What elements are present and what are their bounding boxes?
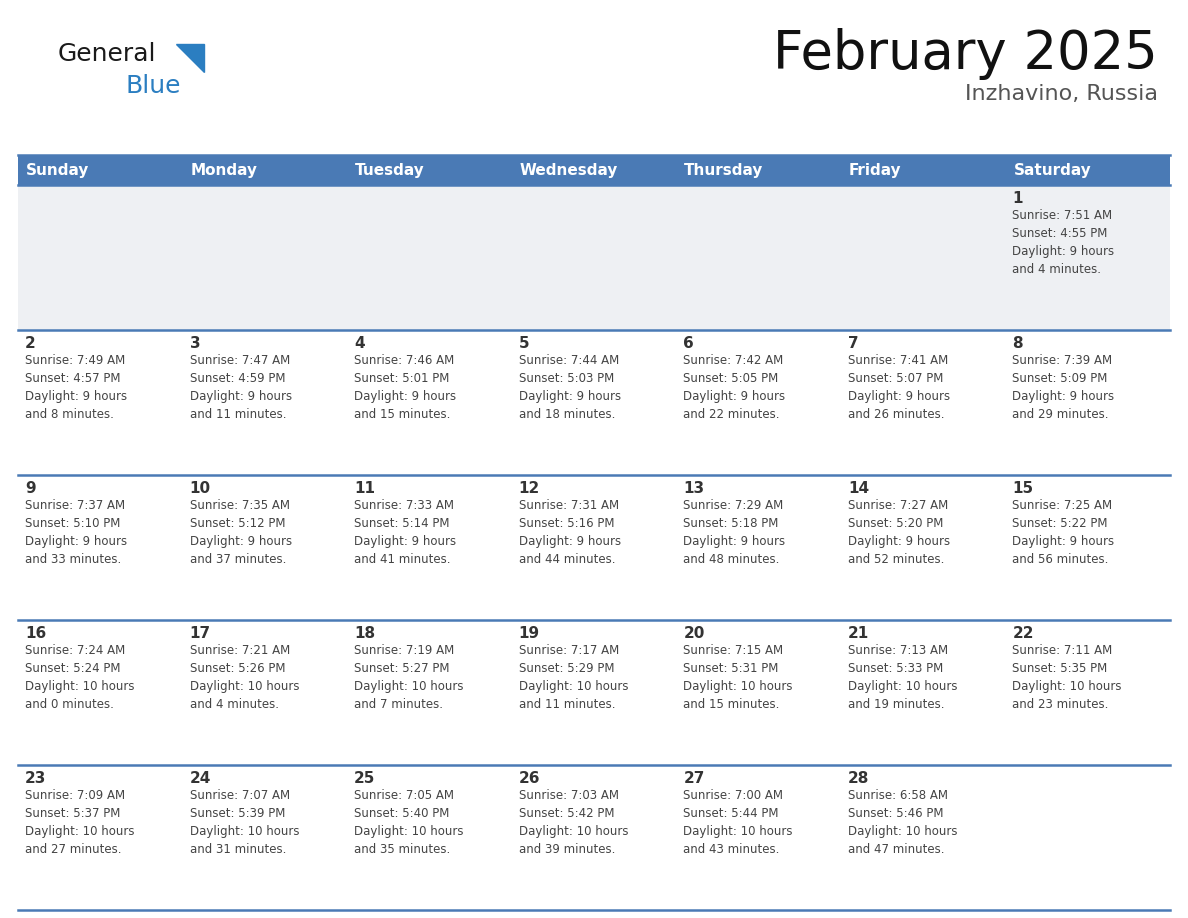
Bar (18, 155, 1170, 185)
Text: 9: 9 (25, 481, 36, 496)
Text: Blue: Blue (126, 74, 182, 98)
Text: 27: 27 (683, 771, 704, 786)
Polygon shape (176, 44, 204, 72)
Text: 7: 7 (848, 336, 859, 351)
Text: Sunrise: 7:35 AM
Sunset: 5:12 PM
Daylight: 9 hours
and 37 minutes.: Sunrise: 7:35 AM Sunset: 5:12 PM Dayligh… (190, 499, 292, 566)
Text: Sunrise: 7:37 AM
Sunset: 5:10 PM
Daylight: 9 hours
and 33 minutes.: Sunrise: 7:37 AM Sunset: 5:10 PM Dayligh… (25, 499, 127, 566)
Text: 24: 24 (190, 771, 211, 786)
Text: 1: 1 (1012, 191, 1023, 206)
Text: Sunrise: 7:21 AM
Sunset: 5:26 PM
Daylight: 10 hours
and 4 minutes.: Sunrise: 7:21 AM Sunset: 5:26 PM Dayligh… (190, 644, 299, 711)
Bar (18, 765, 1170, 910)
Text: Sunday: Sunday (26, 162, 89, 177)
Text: 28: 28 (848, 771, 870, 786)
Text: Sunrise: 7:51 AM
Sunset: 4:55 PM
Daylight: 9 hours
and 4 minutes.: Sunrise: 7:51 AM Sunset: 4:55 PM Dayligh… (1012, 209, 1114, 276)
Text: Sunrise: 7:25 AM
Sunset: 5:22 PM
Daylight: 9 hours
and 56 minutes.: Sunrise: 7:25 AM Sunset: 5:22 PM Dayligh… (1012, 499, 1114, 566)
Text: Sunrise: 7:15 AM
Sunset: 5:31 PM
Daylight: 10 hours
and 15 minutes.: Sunrise: 7:15 AM Sunset: 5:31 PM Dayligh… (683, 644, 792, 711)
Text: Sunrise: 7:24 AM
Sunset: 5:24 PM
Daylight: 10 hours
and 0 minutes.: Sunrise: 7:24 AM Sunset: 5:24 PM Dayligh… (25, 644, 134, 711)
Bar (18, 185, 1170, 330)
Text: Thursday: Thursday (684, 162, 764, 177)
Text: Sunrise: 7:47 AM
Sunset: 4:59 PM
Daylight: 9 hours
and 11 minutes.: Sunrise: 7:47 AM Sunset: 4:59 PM Dayligh… (190, 354, 292, 421)
Text: Sunrise: 7:17 AM
Sunset: 5:29 PM
Daylight: 10 hours
and 11 minutes.: Sunrise: 7:17 AM Sunset: 5:29 PM Dayligh… (519, 644, 628, 711)
Text: Sunrise: 7:29 AM
Sunset: 5:18 PM
Daylight: 9 hours
and 48 minutes.: Sunrise: 7:29 AM Sunset: 5:18 PM Dayligh… (683, 499, 785, 566)
Text: Wednesday: Wednesday (519, 162, 618, 177)
Text: 12: 12 (519, 481, 541, 496)
Text: Sunrise: 7:49 AM
Sunset: 4:57 PM
Daylight: 9 hours
and 8 minutes.: Sunrise: 7:49 AM Sunset: 4:57 PM Dayligh… (25, 354, 127, 421)
Text: 8: 8 (1012, 336, 1023, 351)
Bar (18, 620, 1170, 765)
Text: Tuesday: Tuesday (355, 162, 425, 177)
Text: Sunrise: 7:03 AM
Sunset: 5:42 PM
Daylight: 10 hours
and 39 minutes.: Sunrise: 7:03 AM Sunset: 5:42 PM Dayligh… (519, 789, 628, 856)
Text: Sunrise: 7:13 AM
Sunset: 5:33 PM
Daylight: 10 hours
and 19 minutes.: Sunrise: 7:13 AM Sunset: 5:33 PM Dayligh… (848, 644, 958, 711)
Text: Sunrise: 7:41 AM
Sunset: 5:07 PM
Daylight: 9 hours
and 26 minutes.: Sunrise: 7:41 AM Sunset: 5:07 PM Dayligh… (848, 354, 950, 421)
Text: 2: 2 (25, 336, 36, 351)
Text: 22: 22 (1012, 626, 1034, 641)
Text: Sunrise: 7:07 AM
Sunset: 5:39 PM
Daylight: 10 hours
and 31 minutes.: Sunrise: 7:07 AM Sunset: 5:39 PM Dayligh… (190, 789, 299, 856)
Text: 15: 15 (1012, 481, 1034, 496)
Text: Sunrise: 7:33 AM
Sunset: 5:14 PM
Daylight: 9 hours
and 41 minutes.: Sunrise: 7:33 AM Sunset: 5:14 PM Dayligh… (354, 499, 456, 566)
Text: Sunrise: 7:19 AM
Sunset: 5:27 PM
Daylight: 10 hours
and 7 minutes.: Sunrise: 7:19 AM Sunset: 5:27 PM Dayligh… (354, 644, 463, 711)
Text: February 2025: February 2025 (773, 28, 1158, 80)
Text: Sunrise: 7:39 AM
Sunset: 5:09 PM
Daylight: 9 hours
and 29 minutes.: Sunrise: 7:39 AM Sunset: 5:09 PM Dayligh… (1012, 354, 1114, 421)
Text: Sunrise: 7:09 AM
Sunset: 5:37 PM
Daylight: 10 hours
and 27 minutes.: Sunrise: 7:09 AM Sunset: 5:37 PM Dayligh… (25, 789, 134, 856)
Text: Sunrise: 7:46 AM
Sunset: 5:01 PM
Daylight: 9 hours
and 15 minutes.: Sunrise: 7:46 AM Sunset: 5:01 PM Dayligh… (354, 354, 456, 421)
Text: Sunrise: 6:58 AM
Sunset: 5:46 PM
Daylight: 10 hours
and 47 minutes.: Sunrise: 6:58 AM Sunset: 5:46 PM Dayligh… (848, 789, 958, 856)
Bar (18, 475, 1170, 620)
Text: 3: 3 (190, 336, 201, 351)
Text: 14: 14 (848, 481, 868, 496)
Text: 20: 20 (683, 626, 704, 641)
Text: Sunrise: 7:05 AM
Sunset: 5:40 PM
Daylight: 10 hours
and 35 minutes.: Sunrise: 7:05 AM Sunset: 5:40 PM Dayligh… (354, 789, 463, 856)
Text: Sunrise: 7:44 AM
Sunset: 5:03 PM
Daylight: 9 hours
and 18 minutes.: Sunrise: 7:44 AM Sunset: 5:03 PM Dayligh… (519, 354, 621, 421)
Text: General: General (58, 42, 157, 66)
Text: 19: 19 (519, 626, 539, 641)
Text: 13: 13 (683, 481, 704, 496)
Text: Sunrise: 7:00 AM
Sunset: 5:44 PM
Daylight: 10 hours
and 43 minutes.: Sunrise: 7:00 AM Sunset: 5:44 PM Dayligh… (683, 789, 792, 856)
Text: 11: 11 (354, 481, 375, 496)
Text: 5: 5 (519, 336, 530, 351)
Text: 4: 4 (354, 336, 365, 351)
Text: Sunrise: 7:27 AM
Sunset: 5:20 PM
Daylight: 9 hours
and 52 minutes.: Sunrise: 7:27 AM Sunset: 5:20 PM Dayligh… (848, 499, 950, 566)
Text: Monday: Monday (190, 162, 258, 177)
Text: 17: 17 (190, 626, 210, 641)
Text: 18: 18 (354, 626, 375, 641)
Text: 26: 26 (519, 771, 541, 786)
Text: Inzhavino, Russia: Inzhavino, Russia (965, 84, 1158, 104)
Text: 21: 21 (848, 626, 870, 641)
Text: 25: 25 (354, 771, 375, 786)
Text: Friday: Friday (849, 162, 902, 177)
Text: 23: 23 (25, 771, 46, 786)
Text: Saturday: Saturday (1013, 162, 1092, 177)
Text: Sunrise: 7:42 AM
Sunset: 5:05 PM
Daylight: 9 hours
and 22 minutes.: Sunrise: 7:42 AM Sunset: 5:05 PM Dayligh… (683, 354, 785, 421)
Text: Sunrise: 7:11 AM
Sunset: 5:35 PM
Daylight: 10 hours
and 23 minutes.: Sunrise: 7:11 AM Sunset: 5:35 PM Dayligh… (1012, 644, 1121, 711)
Bar (18, 330, 1170, 475)
Text: 6: 6 (683, 336, 694, 351)
Text: 16: 16 (25, 626, 46, 641)
Text: Sunrise: 7:31 AM
Sunset: 5:16 PM
Daylight: 9 hours
and 44 minutes.: Sunrise: 7:31 AM Sunset: 5:16 PM Dayligh… (519, 499, 621, 566)
Text: 10: 10 (190, 481, 210, 496)
